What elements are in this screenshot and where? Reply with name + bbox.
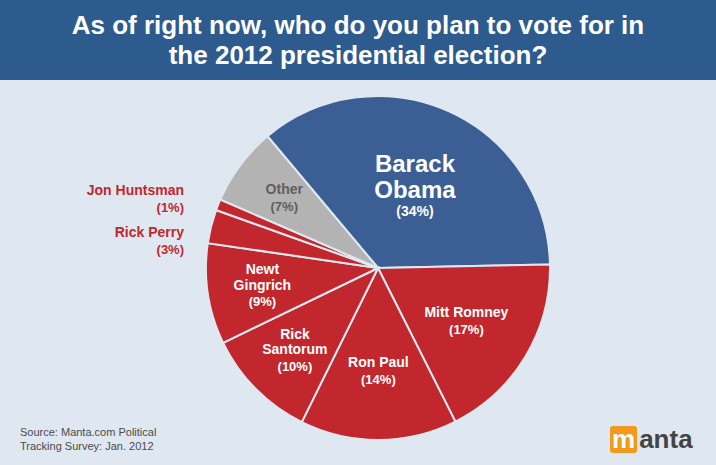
slice-value: (17%) [449, 322, 484, 337]
source: Source: Manta.com Political Tracking Surv… [20, 426, 156, 452]
slice-value: (7%) [271, 199, 298, 214]
background [0, 0, 716, 465]
slice-name: Rick Perry [115, 224, 184, 240]
source-line: Tracking Survey: Jan. 2012 [20, 440, 154, 452]
slice-name-line: Santorum [262, 341, 327, 357]
slice-value: (3%) [157, 242, 184, 257]
slice-name: Jon Huntsman [87, 182, 184, 198]
source-line: Source: Manta.com Political [20, 426, 156, 438]
slice-name: NewtGingrich [234, 261, 292, 292]
slice-name-line: Mitt Romney [424, 304, 508, 320]
slice-name-line: Barack [375, 150, 456, 177]
slice-value: (34%) [396, 203, 433, 219]
slice-name: BarackObama [374, 150, 456, 203]
slice [220, 136, 378, 268]
slice-name-line: Other [266, 181, 304, 197]
slice-name-line: Obama [374, 176, 456, 203]
title-bar [0, 0, 716, 80]
slice-name-line: Rick [280, 326, 310, 342]
slices [206, 96, 550, 440]
chart: As of right now, who do you plan to vote… [0, 0, 716, 465]
slice-value: (9%) [249, 294, 276, 309]
slice-name-line: Ron Paul [348, 354, 409, 370]
slice-value: (1%) [157, 200, 184, 215]
slice-name-line: Gingrich [234, 277, 292, 293]
slice-name: RickSantorum [262, 326, 327, 357]
logo: manta [612, 424, 693, 454]
slice-name: Ron Paul [348, 354, 409, 370]
slice-name-line: Newt [246, 261, 280, 277]
labels: BarackObama(34%) Mitt Romney (17%) Ron Paul… [87, 150, 509, 387]
title-line: As of right now, who do you plan to vote… [72, 10, 644, 40]
slice-value: (14%) [361, 372, 396, 387]
slice-name: Mitt Romney [424, 304, 508, 320]
logo-rest: anta [639, 424, 693, 454]
title: As of right now, who do you plan to vote… [72, 10, 644, 70]
logo-first: m [612, 424, 635, 454]
title-line: the 2012 presidential election? [169, 40, 548, 70]
slice-value: (10%) [278, 359, 313, 374]
slice-name: Other [266, 181, 304, 197]
